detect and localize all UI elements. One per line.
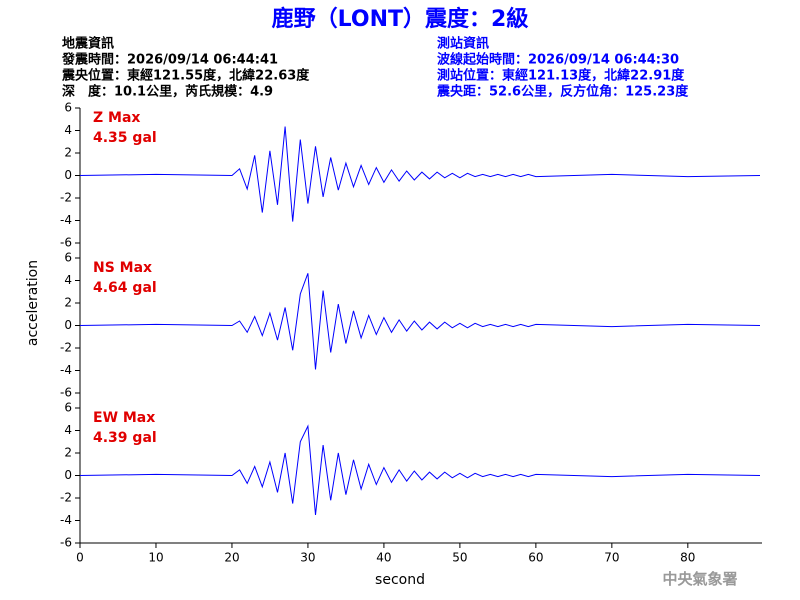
- y-tick-label: 0: [64, 168, 72, 182]
- y-tick-label: -4: [60, 213, 72, 227]
- info-line: 測站位置：東經121.13度，北緯22.91度: [437, 68, 685, 84]
- y-tick-label: 6: [64, 101, 72, 115]
- panel-label: NS Max: [93, 260, 152, 276]
- y-tick-label: 0: [64, 318, 72, 332]
- x-tick-label: 40: [376, 551, 391, 565]
- y-tick-label: 4: [64, 423, 72, 437]
- y-tick-label: -2: [60, 491, 72, 505]
- title: 鹿野（LONT）震度：2級: [272, 6, 529, 32]
- y-tick-label: 4: [64, 273, 72, 287]
- panel-annotation: 4.64 gal: [93, 280, 157, 296]
- y-tick-label: 2: [64, 296, 72, 310]
- y-tick-label: -4: [60, 363, 72, 377]
- y-tick-label: 2: [64, 446, 72, 460]
- info-line: 地震資訊: [62, 36, 114, 52]
- panel-annotation: 4.39 gal: [93, 430, 157, 446]
- trace: [79, 424, 761, 515]
- info-line: 發震時間：2026/09/14 06:44:41: [61, 52, 278, 68]
- y-tick-label: 0: [64, 468, 72, 482]
- y-axis-label: acceleration: [25, 260, 41, 346]
- panel-label: Z Max: [93, 110, 140, 126]
- info-line: 震央位置：東經121.55度，北緯22.63度: [61, 68, 310, 84]
- y-tick-label: -6: [60, 536, 72, 550]
- trace: [79, 273, 761, 370]
- y-tick-label: 6: [64, 401, 72, 415]
- panel-label: EW Max: [93, 410, 155, 426]
- panel-annotation: 4.35 gal: [93, 130, 157, 146]
- x-axis-label: second: [375, 572, 425, 588]
- x-tick-label: 0: [76, 551, 84, 565]
- trace: [79, 126, 761, 222]
- info-line: 深 度：10.1公里，芮氏規模：4.9: [62, 84, 273, 100]
- x-tick-label: 80: [680, 551, 695, 565]
- y-tick-label: 4: [64, 123, 72, 137]
- y-tick-label: -6: [60, 236, 72, 250]
- y-tick-label: -2: [60, 191, 72, 205]
- y-tick-label: -2: [60, 341, 72, 355]
- info-line: 震央距：52.6公里，反方位角：125.23度: [436, 84, 689, 100]
- x-tick-label: 10: [148, 551, 163, 565]
- x-tick-label: 50: [452, 551, 467, 565]
- y-tick-label: 2: [64, 146, 72, 160]
- footer: 中央氣象署: [662, 570, 737, 588]
- info-line: 測站資訊: [437, 36, 489, 52]
- x-tick-label: 30: [300, 551, 315, 565]
- x-tick-label: 70: [604, 551, 619, 565]
- info-line: 波線起始時間：2026/09/14 06:44:30: [437, 52, 679, 68]
- x-tick-label: 20: [224, 551, 239, 565]
- y-tick-label: 6: [64, 251, 72, 265]
- y-tick-label: -6: [60, 386, 72, 400]
- y-tick-label: -4: [60, 513, 72, 527]
- x-tick-label: 60: [528, 551, 543, 565]
